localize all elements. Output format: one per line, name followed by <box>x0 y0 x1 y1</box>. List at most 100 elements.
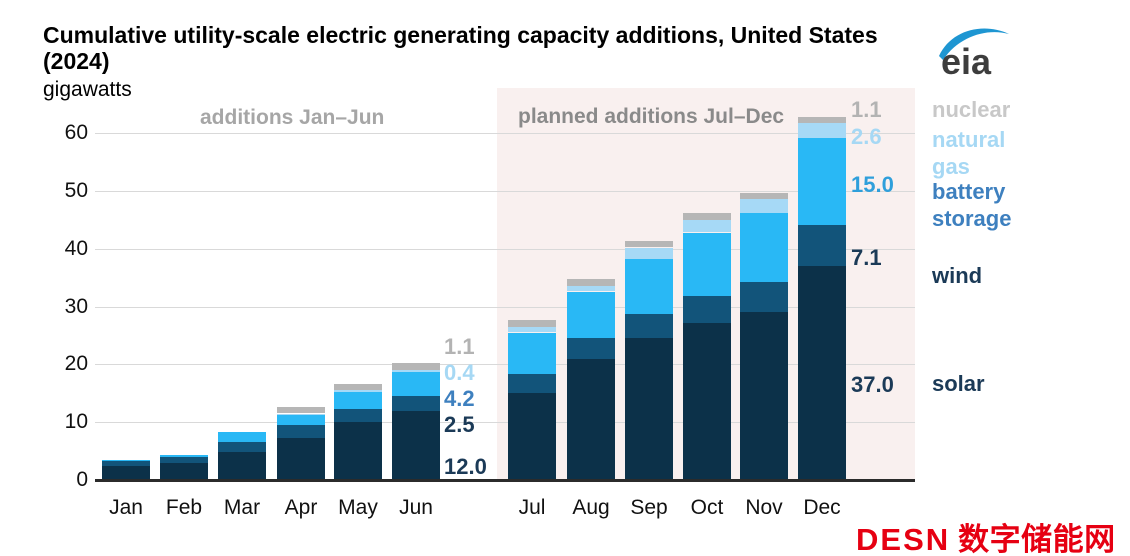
x-tick-sep: Sep <box>630 496 668 519</box>
y-tick-40: 40 <box>64 237 88 260</box>
gridline-20 <box>95 364 915 365</box>
legend-item-natural-gas: natural gas <box>932 127 1006 179</box>
bar-segment-natural-gas-may <box>334 390 382 392</box>
x-tick-dec: Dec <box>803 496 841 519</box>
watermark: DESN 数字储能网 <box>856 514 1116 556</box>
x-tick-feb: Feb <box>165 496 203 519</box>
bar-segment-solar-sep <box>625 337 673 480</box>
y-axis-units-label: gigawatts <box>43 78 132 101</box>
gridline-30 <box>95 307 915 308</box>
gridline-50 <box>95 191 915 192</box>
bar-segment-nuclear-may <box>334 384 382 391</box>
bar-segment-wind-jul <box>508 373 556 393</box>
bar-segment-nuclear-aug <box>567 279 615 286</box>
bar-segment-natural-gas-jul <box>508 326 556 333</box>
y-tick-30: 30 <box>64 295 88 318</box>
bar-segment-battery-storage-feb <box>160 455 208 457</box>
section-label-jan-jun: additions Jan–Jun <box>200 106 385 129</box>
dec-annotation-natural-gas: 2.6 <box>851 124 882 149</box>
dec-annotation-wind: 7.1 <box>851 245 882 270</box>
gridline-60 <box>95 133 915 134</box>
y-tick-10: 10 <box>64 410 88 433</box>
bar-segment-battery-storage-aug <box>567 291 615 339</box>
bar-segment-battery-storage-oct <box>683 232 731 296</box>
legend-item-nuclear: nuclear <box>932 97 1011 122</box>
bar-segment-natural-gas-dec <box>798 123 846 139</box>
x-tick-jun: Jun <box>399 496 433 519</box>
bar-segment-nuclear-jul <box>508 320 556 327</box>
bar-segment-wind-aug <box>567 338 615 360</box>
x-tick-jan: Jan <box>109 496 143 519</box>
section-label-jul-dec: planned additions Jul–Dec <box>518 105 785 128</box>
x-tick-apr: Apr <box>284 496 318 519</box>
bar-segment-battery-storage-may <box>334 391 382 410</box>
bar-segment-natural-gas-nov <box>740 198 788 213</box>
bar-segment-nuclear-nov <box>740 192 788 199</box>
gridline-10 <box>95 422 915 423</box>
bar-segment-battery-storage-jul <box>508 332 556 374</box>
bar-segment-battery-storage-nov <box>740 212 788 282</box>
bar-segment-wind-jan <box>102 460 150 467</box>
bar-segment-natural-gas-jun <box>392 369 440 372</box>
watermark-latin-text: DESN <box>856 522 951 556</box>
bar-segment-battery-storage-mar <box>218 432 266 442</box>
bar-segment-solar-apr <box>277 437 325 480</box>
y-tick-0: 0 <box>76 468 88 491</box>
y-tick-60: 60 <box>64 121 88 144</box>
bar-segment-nuclear-oct <box>683 213 731 220</box>
dec-annotation-battery-storage: 15.0 <box>851 172 894 197</box>
x-tick-nov: Nov <box>745 496 783 519</box>
bar-segment-solar-nov <box>740 311 788 480</box>
bar-segment-nuclear-sep <box>625 241 673 248</box>
y-tick-50: 50 <box>64 179 88 202</box>
gridline-40 <box>95 249 915 250</box>
bar-segment-solar-oct <box>683 322 731 480</box>
bar-segment-nuclear-apr <box>277 407 325 414</box>
legend-item-battery-storage: battery storage <box>932 179 1012 231</box>
bar-segment-battery-storage-jun <box>392 371 440 397</box>
legend-item-wind: wind <box>932 263 983 288</box>
bar-segment-wind-jun <box>392 396 440 411</box>
bar-segment-wind-dec <box>798 225 846 267</box>
chart-title: Cumulative utility-scale electric genera… <box>43 22 943 74</box>
bar-segment-solar-mar <box>218 451 266 480</box>
bar-segment-solar-dec <box>798 266 846 480</box>
bar-segment-wind-mar <box>218 441 266 452</box>
bar-segment-wind-feb <box>160 456 208 464</box>
bar-segment-battery-storage-dec <box>798 138 846 225</box>
bar-segment-battery-storage-jan <box>102 459 150 461</box>
eia-logo-swoosh-icon: eia <box>939 28 1009 82</box>
bar-segment-battery-storage-apr <box>277 414 325 426</box>
chart-title-line1: Cumulative utility-scale electric genera… <box>43 22 878 48</box>
x-tick-may: May <box>338 496 378 519</box>
bar-segment-solar-jul <box>508 392 556 480</box>
bar-segment-nuclear-dec <box>798 116 846 124</box>
jun-annotation-solar: 12.0 <box>444 454 487 479</box>
bar-segment-solar-may <box>334 422 382 480</box>
bar-segment-solar-aug <box>567 359 615 480</box>
x-axis-line <box>95 479 915 482</box>
bar-segment-natural-gas-apr <box>277 413 325 415</box>
bar-segment-natural-gas-oct <box>683 219 731 233</box>
bar-segment-nuclear-jun <box>392 363 440 370</box>
jun-annotation-nuclear: 1.1 <box>444 334 475 359</box>
bar-segment-wind-nov <box>740 281 788 312</box>
bar-segment-wind-oct <box>683 295 731 323</box>
dec-annotation-solar: 37.0 <box>851 372 894 397</box>
y-tick-20: 20 <box>64 352 88 375</box>
bar-segment-solar-jan <box>102 466 150 480</box>
bar-segment-wind-may <box>334 409 382 423</box>
eia-logo-text: eia <box>941 41 992 78</box>
jun-annotation-natural-gas: 0.4 <box>444 360 475 385</box>
jun-annotation-wind: 2.5 <box>444 412 475 437</box>
bar-segment-natural-gas-aug <box>567 285 615 292</box>
x-tick-aug: Aug <box>572 496 610 519</box>
watermark-cjk-text: 数字储能网 <box>958 522 1116 556</box>
bar-segment-battery-storage-sep <box>625 258 673 314</box>
x-tick-mar: Mar <box>223 496 261 519</box>
bar-segment-solar-jun <box>392 410 440 480</box>
eia-logo: eia <box>933 20 1015 82</box>
dec-annotation-nuclear: 1.1 <box>851 97 882 122</box>
jun-annotation-battery-storage: 4.2 <box>444 386 475 411</box>
